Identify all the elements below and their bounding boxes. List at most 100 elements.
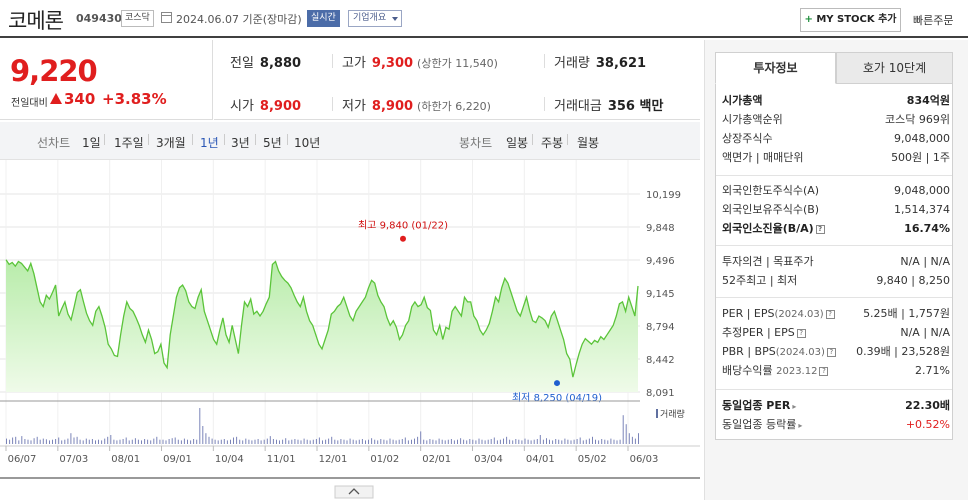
volume-bar <box>233 437 234 444</box>
volume-bar <box>414 438 415 444</box>
volume-bar <box>30 440 32 444</box>
volume-bar <box>340 439 342 444</box>
volume-bar <box>426 440 428 444</box>
volume-bar <box>251 440 253 444</box>
candle-tab-monthly[interactable]: 월봉 <box>577 136 600 150</box>
period-tab-1w[interactable]: 1주일 <box>114 136 144 150</box>
volume-bar <box>331 436 333 444</box>
period-tab-3m[interactable]: 3개월 <box>156 136 186 150</box>
divider <box>716 389 952 390</box>
volume-bar <box>555 439 557 444</box>
volume-bar <box>180 440 182 444</box>
row-market-cap: 시가총액 834억원 <box>722 94 950 107</box>
divider <box>287 134 288 145</box>
price-stats: 전일 8,880 고가 9,300 (상한가 11,540) 거래량 38,621 시가… <box>214 40 700 120</box>
period-tab-10y[interactable]: 10년 <box>294 136 321 150</box>
price-chart: 10,199 9,848 9,496 9,145 8,794 8,442 8,091 최고 … <box>0 160 700 499</box>
row-industry-per[interactable]: 동일업종 PER ▸ 22.30배 <box>722 399 950 412</box>
volume-bar <box>55 439 57 444</box>
row-industry-change[interactable]: 동일업종 등락률 ▸ +0.52% <box>722 418 950 431</box>
volume-bar <box>276 439 277 444</box>
stock-header: 코메론 049430 코스닥 2024.06.07 기준(장마감) 실시간 기업… <box>0 0 968 38</box>
volume-bar <box>435 440 437 444</box>
quick-order-link[interactable]: 빠른주문 <box>913 14 954 27</box>
volume-bar <box>269 436 271 444</box>
volume-bar <box>156 436 158 444</box>
volume-bar <box>220 439 222 444</box>
volume-bar <box>628 433 630 444</box>
x-tick-label: 01/02 <box>370 454 399 465</box>
row-est-per-eps: 추정PER | EPS? N/A | N/A <box>722 326 950 339</box>
period-tab-3y[interactable]: 3년 <box>231 136 250 150</box>
volume-bar <box>309 440 311 444</box>
volume-bar <box>205 433 207 444</box>
high-annotation: 최고 9,840 (01/22) <box>358 220 448 232</box>
divider <box>716 175 952 176</box>
tab-orderbook[interactable]: 호가 10단계 <box>836 52 953 84</box>
period-tab-1y[interactable]: 1년 <box>200 136 219 150</box>
x-tick-label: 02/01 <box>422 454 451 465</box>
realtime-button[interactable]: 실시간 <box>307 10 340 27</box>
up-arrow-icon <box>50 93 62 104</box>
volume-bar <box>70 433 72 444</box>
collapse-chart-button[interactable] <box>334 485 374 499</box>
volume-bar <box>217 440 219 444</box>
stock-code: 049430 <box>76 12 122 25</box>
period-tab-1d[interactable]: 1일 <box>82 136 101 150</box>
volume-bars <box>6 408 639 444</box>
volume-bar <box>634 438 636 444</box>
volume-bar <box>592 436 593 444</box>
volume-bar <box>432 439 434 444</box>
volume-bar <box>128 440 130 444</box>
volume-bar <box>604 439 606 444</box>
volume-bar <box>438 438 440 444</box>
volume-bar <box>101 440 103 444</box>
volume-bar <box>15 436 17 444</box>
volume-bar <box>539 435 541 444</box>
help-icon[interactable]: ? <box>796 329 806 338</box>
volume-bar <box>536 439 538 444</box>
volume-bar <box>165 440 167 444</box>
x-tick-label: 09/01 <box>163 454 192 465</box>
x-tick-label: 04/01 <box>526 454 555 465</box>
tab-invest-info[interactable]: 투자정보 <box>715 52 836 84</box>
volume-bar <box>337 440 339 444</box>
volume-bar <box>24 439 26 444</box>
help-icon[interactable]: ? <box>819 367 829 376</box>
volume-bar <box>389 438 391 444</box>
volume-legend-swatch <box>656 409 658 418</box>
volume-bar <box>315 439 317 444</box>
help-icon[interactable]: ? <box>815 225 825 234</box>
candle-tab-weekly[interactable]: 주봉 <box>541 136 564 150</box>
volume-bar <box>386 440 388 444</box>
volume-bar <box>552 440 554 444</box>
help-icon[interactable]: ? <box>825 310 835 319</box>
volume-bar <box>52 439 53 444</box>
divider <box>544 54 545 68</box>
plus-icon: + <box>804 14 813 25</box>
period-tab-5y[interactable]: 5년 <box>263 136 282 150</box>
volume-bar <box>561 440 563 444</box>
volume-bar <box>254 439 256 444</box>
volume-bar <box>104 438 106 444</box>
volume-bar <box>453 440 455 444</box>
help-icon[interactable]: ? <box>826 348 836 357</box>
x-tick-label: 03/04 <box>474 454 503 465</box>
volume-bar <box>607 440 609 444</box>
volume-bar <box>570 440 572 444</box>
add-mystock-button[interactable]: + MY STOCK 추가 <box>800 8 901 32</box>
volume-bar <box>39 439 41 444</box>
row-foreign-limit: 외국인한도주식수(A) 9,048,000 <box>722 184 950 197</box>
volume-bar <box>137 439 139 444</box>
candle-tab-daily[interactable]: 일봉 <box>506 136 529 150</box>
volume-bar <box>159 439 161 444</box>
volume-bar <box>183 438 185 444</box>
volume-bar <box>533 439 535 444</box>
company-info-button[interactable]: 기업개요 <box>348 10 402 27</box>
volume-bar <box>196 439 198 444</box>
volume-bar <box>33 438 35 444</box>
row-per-eps: PER | EPS(2024.03)? 5.25배 | 1,757원 <box>722 307 950 320</box>
volume-bar <box>521 440 523 444</box>
divider <box>104 134 105 145</box>
x-tick-label: 05/02 <box>578 454 607 465</box>
